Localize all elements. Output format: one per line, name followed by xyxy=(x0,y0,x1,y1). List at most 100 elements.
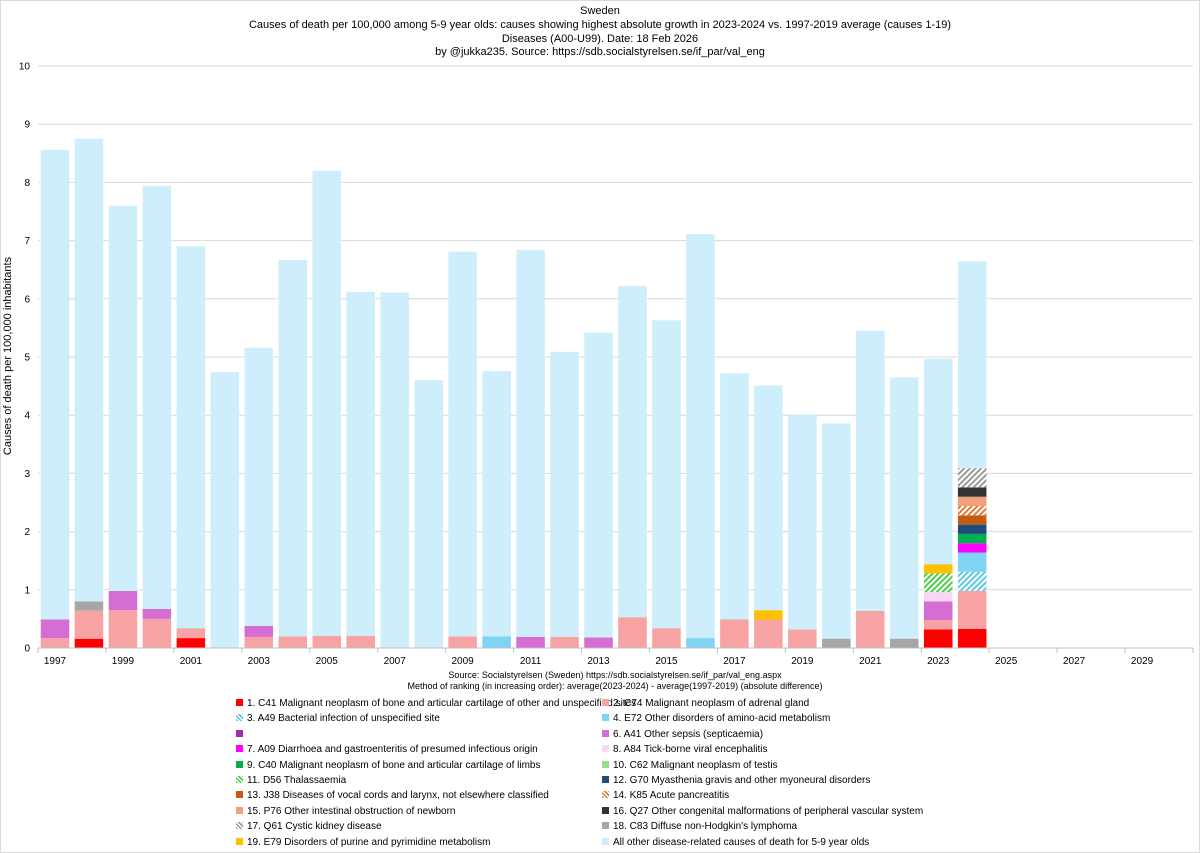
bar-segment-2020-c18 xyxy=(822,638,851,648)
bar-segment-2024-c9 xyxy=(957,533,987,544)
bar-segment-2019-c2 xyxy=(788,629,817,648)
legend-swatch xyxy=(602,822,609,830)
legend-label: 8. A84 Tick-borne viral encephalitis xyxy=(613,744,768,756)
bar-segment-2005-other xyxy=(312,170,342,636)
bar-segment-2024-c13 xyxy=(957,515,987,525)
bar-segment-2012-c2 xyxy=(550,636,579,648)
legend-swatch xyxy=(602,745,609,753)
bar-segment-2004-c2 xyxy=(278,636,308,648)
bar-segment-2014-other xyxy=(618,285,647,618)
bar-segment-1998-c18 xyxy=(74,601,104,611)
legend-item-c2: 2. C74 Malignant neoplasm of adrenal gla… xyxy=(602,698,809,710)
x-tick-label: 2001 xyxy=(180,656,203,667)
y-tick-label: 0 xyxy=(24,644,30,655)
bar-segment-2011-other xyxy=(516,249,545,637)
bar-segment-2000-c6 xyxy=(142,609,172,619)
bar-segment-2023-other xyxy=(923,358,953,565)
bar-segment-2001-other xyxy=(176,246,206,629)
x-tick-label: 2017 xyxy=(723,656,746,667)
bar-segment-2023-c6 xyxy=(923,601,953,621)
legend-swatch xyxy=(236,791,243,799)
bar-segment-2007-other xyxy=(380,292,409,648)
bar-segment-2017-other xyxy=(720,373,749,620)
legend-label: 1. C41 Malignant neoplasm of bone and ar… xyxy=(247,698,637,709)
legend-label: 16. Q27 Other congenital malformations o… xyxy=(613,805,924,817)
y-tick-label: 3 xyxy=(24,469,30,480)
legend-label: 15. P76 Other intestinal obstruction of … xyxy=(247,805,456,817)
bar-segment-1999-other xyxy=(108,205,138,591)
chart-title: Causes of death per 100,000 among 5-9 ye… xyxy=(248,19,951,31)
legend-swatch xyxy=(236,837,243,845)
legend-item-c15: 15. P76 Other intestinal obstruction of … xyxy=(236,806,455,818)
legend-label: 3. A49 Bacterial infection of unspecifie… xyxy=(247,713,440,725)
bar-segment-2010-other xyxy=(482,370,511,637)
bars xyxy=(40,138,987,648)
legend-label: 14. K85 Acute pancreatitis xyxy=(613,790,730,802)
bar-segment-2000-c2 xyxy=(142,618,172,648)
y-tick-label: 9 xyxy=(24,120,30,131)
bar-segment-1998-c2 xyxy=(74,610,104,639)
legend-label: 9. C40 Malignant neoplasm of bone and ar… xyxy=(247,759,541,771)
x-tick-label: 2027 xyxy=(1063,656,1086,667)
bar-segment-2015-other xyxy=(652,320,681,629)
x-tick-label: 1999 xyxy=(112,656,135,667)
legend-swatch xyxy=(236,776,243,783)
bar-segment-2014-c2 xyxy=(618,617,647,648)
legend-swatch xyxy=(602,806,609,814)
legend-swatch xyxy=(602,760,609,768)
legend-item-c1: 1. C41 Malignant neoplasm of bone and ar… xyxy=(236,698,636,710)
bar-segment-1997-other xyxy=(40,149,70,620)
bar-segment-2011-c6 xyxy=(516,636,545,648)
bar-segment-2022-c18 xyxy=(889,638,919,648)
x-tick-label: 2005 xyxy=(316,656,339,667)
bar-segment-2017-c2 xyxy=(720,619,749,648)
bar-segment-2006-c2 xyxy=(346,635,375,648)
legend-swatch xyxy=(236,806,243,814)
bar-segment-2024-c1 xyxy=(957,628,987,648)
bar-segment-2013-c6 xyxy=(584,637,613,648)
legend-item-c16: 16. Q27 Other congenital malformations o… xyxy=(602,806,923,818)
legend-label: 12. G70 Myasthenia gravis and other myon… xyxy=(613,775,871,786)
legend-item-c5 xyxy=(236,729,247,741)
legend-swatch xyxy=(236,822,243,830)
bar-segment-2024-c7 xyxy=(957,543,987,553)
legend-swatch xyxy=(236,699,243,706)
legend-item-c17: 17. Q61 Cystic kidney disease xyxy=(236,821,382,833)
legend-item-c14: 14. K85 Acute pancreatitis xyxy=(602,790,729,802)
bar-segment-2003-other xyxy=(244,347,274,626)
legend-item-c19: 19. E79 Disorders of purine and pyrimidi… xyxy=(236,837,490,849)
bar-segment-2024-c17 xyxy=(957,468,987,488)
legend-swatch xyxy=(602,776,609,783)
y-tick-label: 4 xyxy=(24,411,30,422)
legend-swatch xyxy=(236,729,243,737)
bar-segment-2023-c2 xyxy=(923,620,953,630)
bar-segment-2024-c3 xyxy=(957,571,987,591)
legend-item-c13: 13. J38 Diseases of vocal cords and lary… xyxy=(236,790,549,802)
legend-item-c7: 7. A09 Diarrhoea and gastroenteritis of … xyxy=(236,744,538,756)
legend-item-other: All other disease-related causes of deat… xyxy=(602,837,869,849)
bar-segment-2024-c15 xyxy=(957,496,987,506)
bar-segment-2006-other xyxy=(346,291,375,636)
bar-segment-1997-c6 xyxy=(40,619,70,639)
legend-swatch xyxy=(236,714,243,722)
legend-label: 18. C83 Diffuse non-Hodgkin's lymphoma xyxy=(613,821,798,833)
legend-swatch xyxy=(602,837,609,845)
bar-segment-2023-c1 xyxy=(923,629,953,648)
bar-segment-2020-other xyxy=(822,423,851,639)
bar-segment-1998-c1 xyxy=(74,638,104,648)
bar-segment-2005-c2 xyxy=(312,635,342,648)
x-tick-label: 1997 xyxy=(44,656,67,667)
bar-segment-2018-c2 xyxy=(754,619,783,648)
bar-segment-2018-other xyxy=(754,385,783,611)
x-tick-label: 2029 xyxy=(1131,656,1154,667)
y-tick-label: 2 xyxy=(24,527,30,538)
bar-segment-2009-c2 xyxy=(448,636,477,648)
bar-segment-2024-c2 xyxy=(957,590,987,629)
source-note: Source: Socialstyrelsen (Sweden) https:/… xyxy=(448,670,782,680)
legend-swatch xyxy=(602,699,609,706)
ranking-method-note: Method of ranking (in increasing order):… xyxy=(407,681,823,691)
bar-segment-2024-c4 xyxy=(957,552,987,572)
legend-swatch xyxy=(236,760,243,768)
legend-label: All other disease-related causes of deat… xyxy=(613,836,870,848)
